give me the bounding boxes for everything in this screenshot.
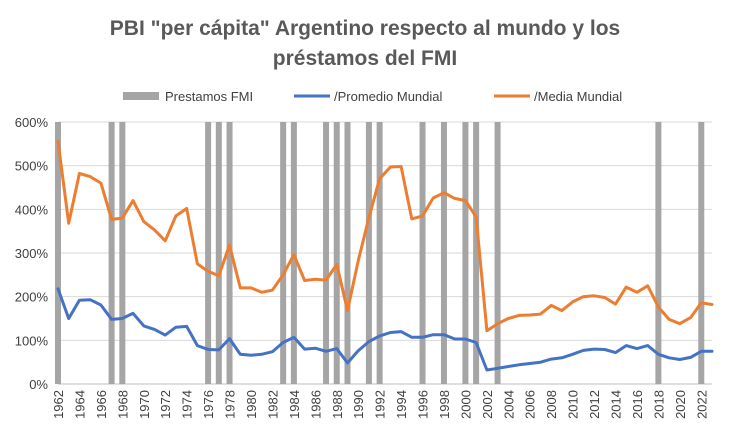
chart-title-line-2: préstamos del FMI <box>272 47 458 70</box>
x-tick-label: 1980 <box>244 390 259 419</box>
legend-label-media-mundial: /Media Mundial <box>534 89 622 104</box>
imf-loan-band <box>440 122 447 384</box>
chart-title: PBI "per cápita" Argentino respecto al m… <box>0 14 730 74</box>
x-tick-label: 1970 <box>137 390 152 419</box>
series-lines <box>56 139 714 372</box>
y-tick-label: 0% <box>29 377 48 392</box>
imf-loan-band <box>215 122 222 384</box>
imf-loan-band <box>55 122 61 384</box>
x-tick-label: 2016 <box>630 390 645 419</box>
x-tick-label: 2012 <box>587 390 602 419</box>
x-tick-label: 1982 <box>265 390 280 419</box>
x-tick-label: 1994 <box>394 390 409 419</box>
legend-label-prestamos-fmi: Prestamos FMI <box>165 89 253 104</box>
x-tick-label: 1996 <box>416 390 431 419</box>
imf-loan-band <box>108 122 115 384</box>
x-tick-label: 1964 <box>72 390 87 419</box>
x-tick-label: 2008 <box>544 390 559 419</box>
imf-loan-band <box>376 122 383 384</box>
y-tick-label: 600% <box>15 115 49 130</box>
x-tick-label: 2002 <box>480 390 495 419</box>
gridlines <box>58 121 712 385</box>
y-tick-label: 500% <box>15 159 49 174</box>
x-tick-label: 1986 <box>308 390 323 419</box>
x-tick-label: 2000 <box>458 390 473 419</box>
imf-loan-band <box>205 122 212 384</box>
x-tick-label: 1962 <box>51 390 66 419</box>
imf-loan-band <box>323 122 330 384</box>
imf-loan-band <box>473 122 480 384</box>
legend: Prestamos FMI /Promedio Mundial /Media M… <box>123 89 622 104</box>
imf-loan-band <box>419 122 426 384</box>
legend-swatch-prestamos-fmi <box>123 92 159 100</box>
x-axis-ticks: 1962 1964 1966 1968 1970 1972 1974 1976 1978 1980… <box>51 390 709 419</box>
imf-loan-band <box>280 122 287 384</box>
imf-loan-bands <box>55 122 705 384</box>
x-tick-label: 1974 <box>180 390 195 419</box>
imf-loan-band <box>290 122 297 384</box>
x-tick-label: 2020 <box>673 390 688 419</box>
x-tick-label: 2014 <box>609 390 624 419</box>
y-tick-label: 400% <box>15 202 49 217</box>
x-tick-label: 2018 <box>651 390 666 419</box>
imf-loan-band <box>365 122 372 384</box>
x-tick-label: 2006 <box>523 390 538 419</box>
imf-loan-band <box>333 122 340 384</box>
x-tick-label: 1992 <box>373 390 388 419</box>
series-line-promedio-mundial <box>56 287 714 372</box>
x-tick-label: 1984 <box>287 390 302 419</box>
imf-loan-band <box>119 122 126 384</box>
legend-label-promedio-mundial: /Promedio Mundial <box>334 89 442 104</box>
x-tick-label: 2004 <box>501 390 516 419</box>
x-tick-label: 1966 <box>94 390 109 419</box>
imf-loan-band <box>698 122 705 384</box>
x-tick-label: 1990 <box>351 390 366 419</box>
x-tick-label: 1976 <box>201 390 216 419</box>
x-tick-label: 1972 <box>158 390 173 419</box>
imf-loan-band <box>344 122 351 384</box>
x-tick-label: 1968 <box>115 390 130 419</box>
x-tick-label: 1988 <box>330 390 345 419</box>
x-tick-label: 2022 <box>694 390 709 419</box>
imf-loan-band <box>494 122 501 384</box>
y-tick-label: 200% <box>15 290 49 305</box>
x-tick-label: 2010 <box>566 390 581 419</box>
imf-loan-band <box>655 122 662 384</box>
imf-loan-band <box>226 122 233 384</box>
imf-loan-band <box>462 122 469 384</box>
x-tick-label: 1978 <box>223 390 238 419</box>
x-tick-label: 1998 <box>437 390 452 419</box>
y-tick-label: 300% <box>15 246 49 261</box>
chart-title-line-1: PBI "per cápita" Argentino respecto al m… <box>109 17 621 40</box>
series-line-media-mundial <box>56 139 714 333</box>
y-tick-label: 100% <box>15 333 49 348</box>
y-axis-ticks: 0% 100% 200% 300% 400% 500% 600% <box>15 115 49 392</box>
